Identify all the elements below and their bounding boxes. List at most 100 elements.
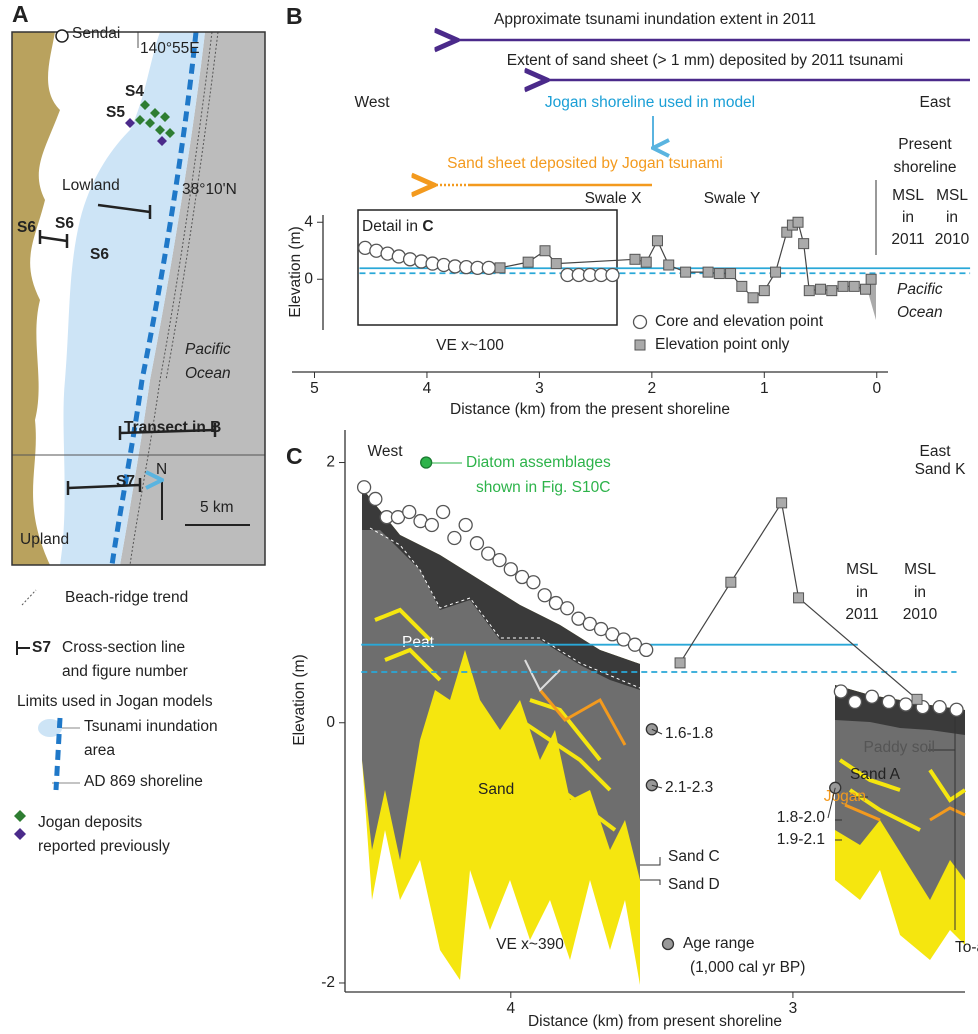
- square-point: [911, 693, 923, 705]
- square-point: [539, 245, 551, 257]
- circle-point: [560, 601, 575, 616]
- annotation: East: [919, 443, 951, 460]
- legend-swatch: [661, 937, 675, 951]
- square-point: [758, 285, 770, 297]
- circle-point: [492, 552, 507, 568]
- square-point: [837, 280, 849, 292]
- axis-line: [344, 430, 965, 993]
- square-point: [770, 266, 782, 278]
- annotation: in: [856, 584, 868, 601]
- annotation: Sand: [478, 781, 514, 798]
- annotation: in: [914, 584, 926, 601]
- graticule: [12, 32, 265, 456]
- circle-point: [881, 694, 896, 710]
- annotation: Detail in C: [362, 218, 434, 235]
- circle-point: [526, 575, 541, 590]
- circle-point: [424, 517, 439, 533]
- x-tick-label: 0: [872, 380, 881, 397]
- age-label: 2.1-2.3: [665, 779, 713, 796]
- annotation: VE x~100: [436, 337, 504, 354]
- square-point: [781, 226, 793, 238]
- circle-point: [481, 260, 496, 276]
- legend-swatch: [634, 339, 646, 351]
- legend-swatch: [14, 810, 26, 822]
- annotation: Approximate tsunami inundation extent in…: [494, 11, 816, 28]
- annotation: 2011: [891, 231, 924, 248]
- legend-label: Cross-section line: [62, 639, 185, 656]
- legend-swatch: [21, 589, 37, 606]
- panel-label: C: [286, 443, 303, 469]
- square-point: [725, 576, 737, 588]
- x-axis-label: Distance (km) from the present shoreline: [450, 401, 730, 418]
- map: A Sendai 140°55E S4 S5 Lowland 38°10'N S…: [11, 1, 266, 566]
- map-label: S5: [106, 104, 125, 121]
- legend-swatch: [16, 641, 30, 655]
- panel-c: C West East Diatom assemblages shown in …: [286, 430, 978, 1030]
- map-label: Pacific: [185, 341, 231, 358]
- circle-point: [898, 697, 913, 712]
- square-point: [815, 283, 827, 295]
- legend-swatch: [53, 717, 63, 791]
- legend-label: Tsunami inundation: [84, 718, 218, 735]
- leader: [651, 784, 663, 789]
- y-tick-label: -2: [321, 974, 335, 991]
- circle-point: [469, 536, 485, 551]
- sendai-marker: [55, 29, 69, 43]
- circle-point: [503, 562, 518, 577]
- stratigraphy: [362, 488, 967, 985]
- circle-point: [481, 546, 496, 561]
- annotation: Sand D: [668, 876, 720, 893]
- legend-swatch: [14, 828, 26, 840]
- map-label: S6: [55, 215, 74, 232]
- ad869-shoreline: [109, 31, 199, 566]
- annotation-part: Detail in: [362, 218, 422, 235]
- annotation: Extent of sand sheet (> 1 mm) deposited …: [507, 52, 903, 69]
- square-point: [792, 216, 804, 228]
- circle-point: [356, 480, 372, 495]
- y-tick-label: 4: [304, 213, 313, 230]
- square-point: [736, 280, 748, 292]
- circle-point: [537, 588, 552, 603]
- y-tick-label: 0: [326, 714, 335, 731]
- annotation: Paddy soil: [863, 739, 935, 756]
- map-label: S6: [90, 246, 109, 263]
- jogan-deposits: [125, 100, 175, 146]
- x-tick-label: 1: [760, 380, 769, 397]
- square-point: [522, 256, 534, 268]
- annotation: Pacific: [897, 281, 943, 298]
- legend-label: Core and elevation point: [655, 313, 824, 330]
- annotation-part: C: [422, 218, 433, 235]
- panel-label: B: [286, 3, 303, 29]
- annotation: Swale Y: [704, 190, 761, 207]
- annotation: Diatom assemblages: [466, 454, 611, 471]
- y-tick-label: 2: [326, 454, 335, 471]
- leader: [651, 728, 663, 735]
- annotation: Present: [898, 136, 952, 153]
- map-label: S4: [125, 83, 144, 100]
- x-axis-label: Distance (km) from present shoreline: [528, 1013, 782, 1030]
- map-frame: [11, 31, 266, 566]
- square-point: [494, 262, 506, 274]
- annotation: MSL: [846, 561, 878, 578]
- leader: [640, 710, 956, 930]
- square-point: [798, 238, 810, 250]
- map-label: 140°55E: [140, 40, 200, 57]
- diatom-point: [420, 456, 433, 469]
- legend-label: AD 869 shoreline: [84, 773, 203, 790]
- age-label: 1.6-1.8: [665, 725, 713, 742]
- annotation: 2010: [935, 231, 970, 248]
- annotation: East: [919, 94, 951, 111]
- annotation: Sand sheet deposited by Jogan tsunami: [447, 155, 723, 172]
- annotation: Sand K: [915, 461, 967, 478]
- map-label: 38°10'N: [182, 181, 237, 198]
- square-point: [776, 497, 788, 509]
- map-label: S7: [116, 473, 135, 490]
- circle-point: [864, 689, 880, 704]
- legend-label: area: [84, 742, 115, 759]
- upland: [12, 32, 60, 565]
- annotation: (1,000 cal yr BP): [690, 959, 805, 976]
- square-point: [826, 285, 838, 297]
- legend-swatch: [632, 314, 648, 330]
- annotation: Sand A: [850, 766, 901, 783]
